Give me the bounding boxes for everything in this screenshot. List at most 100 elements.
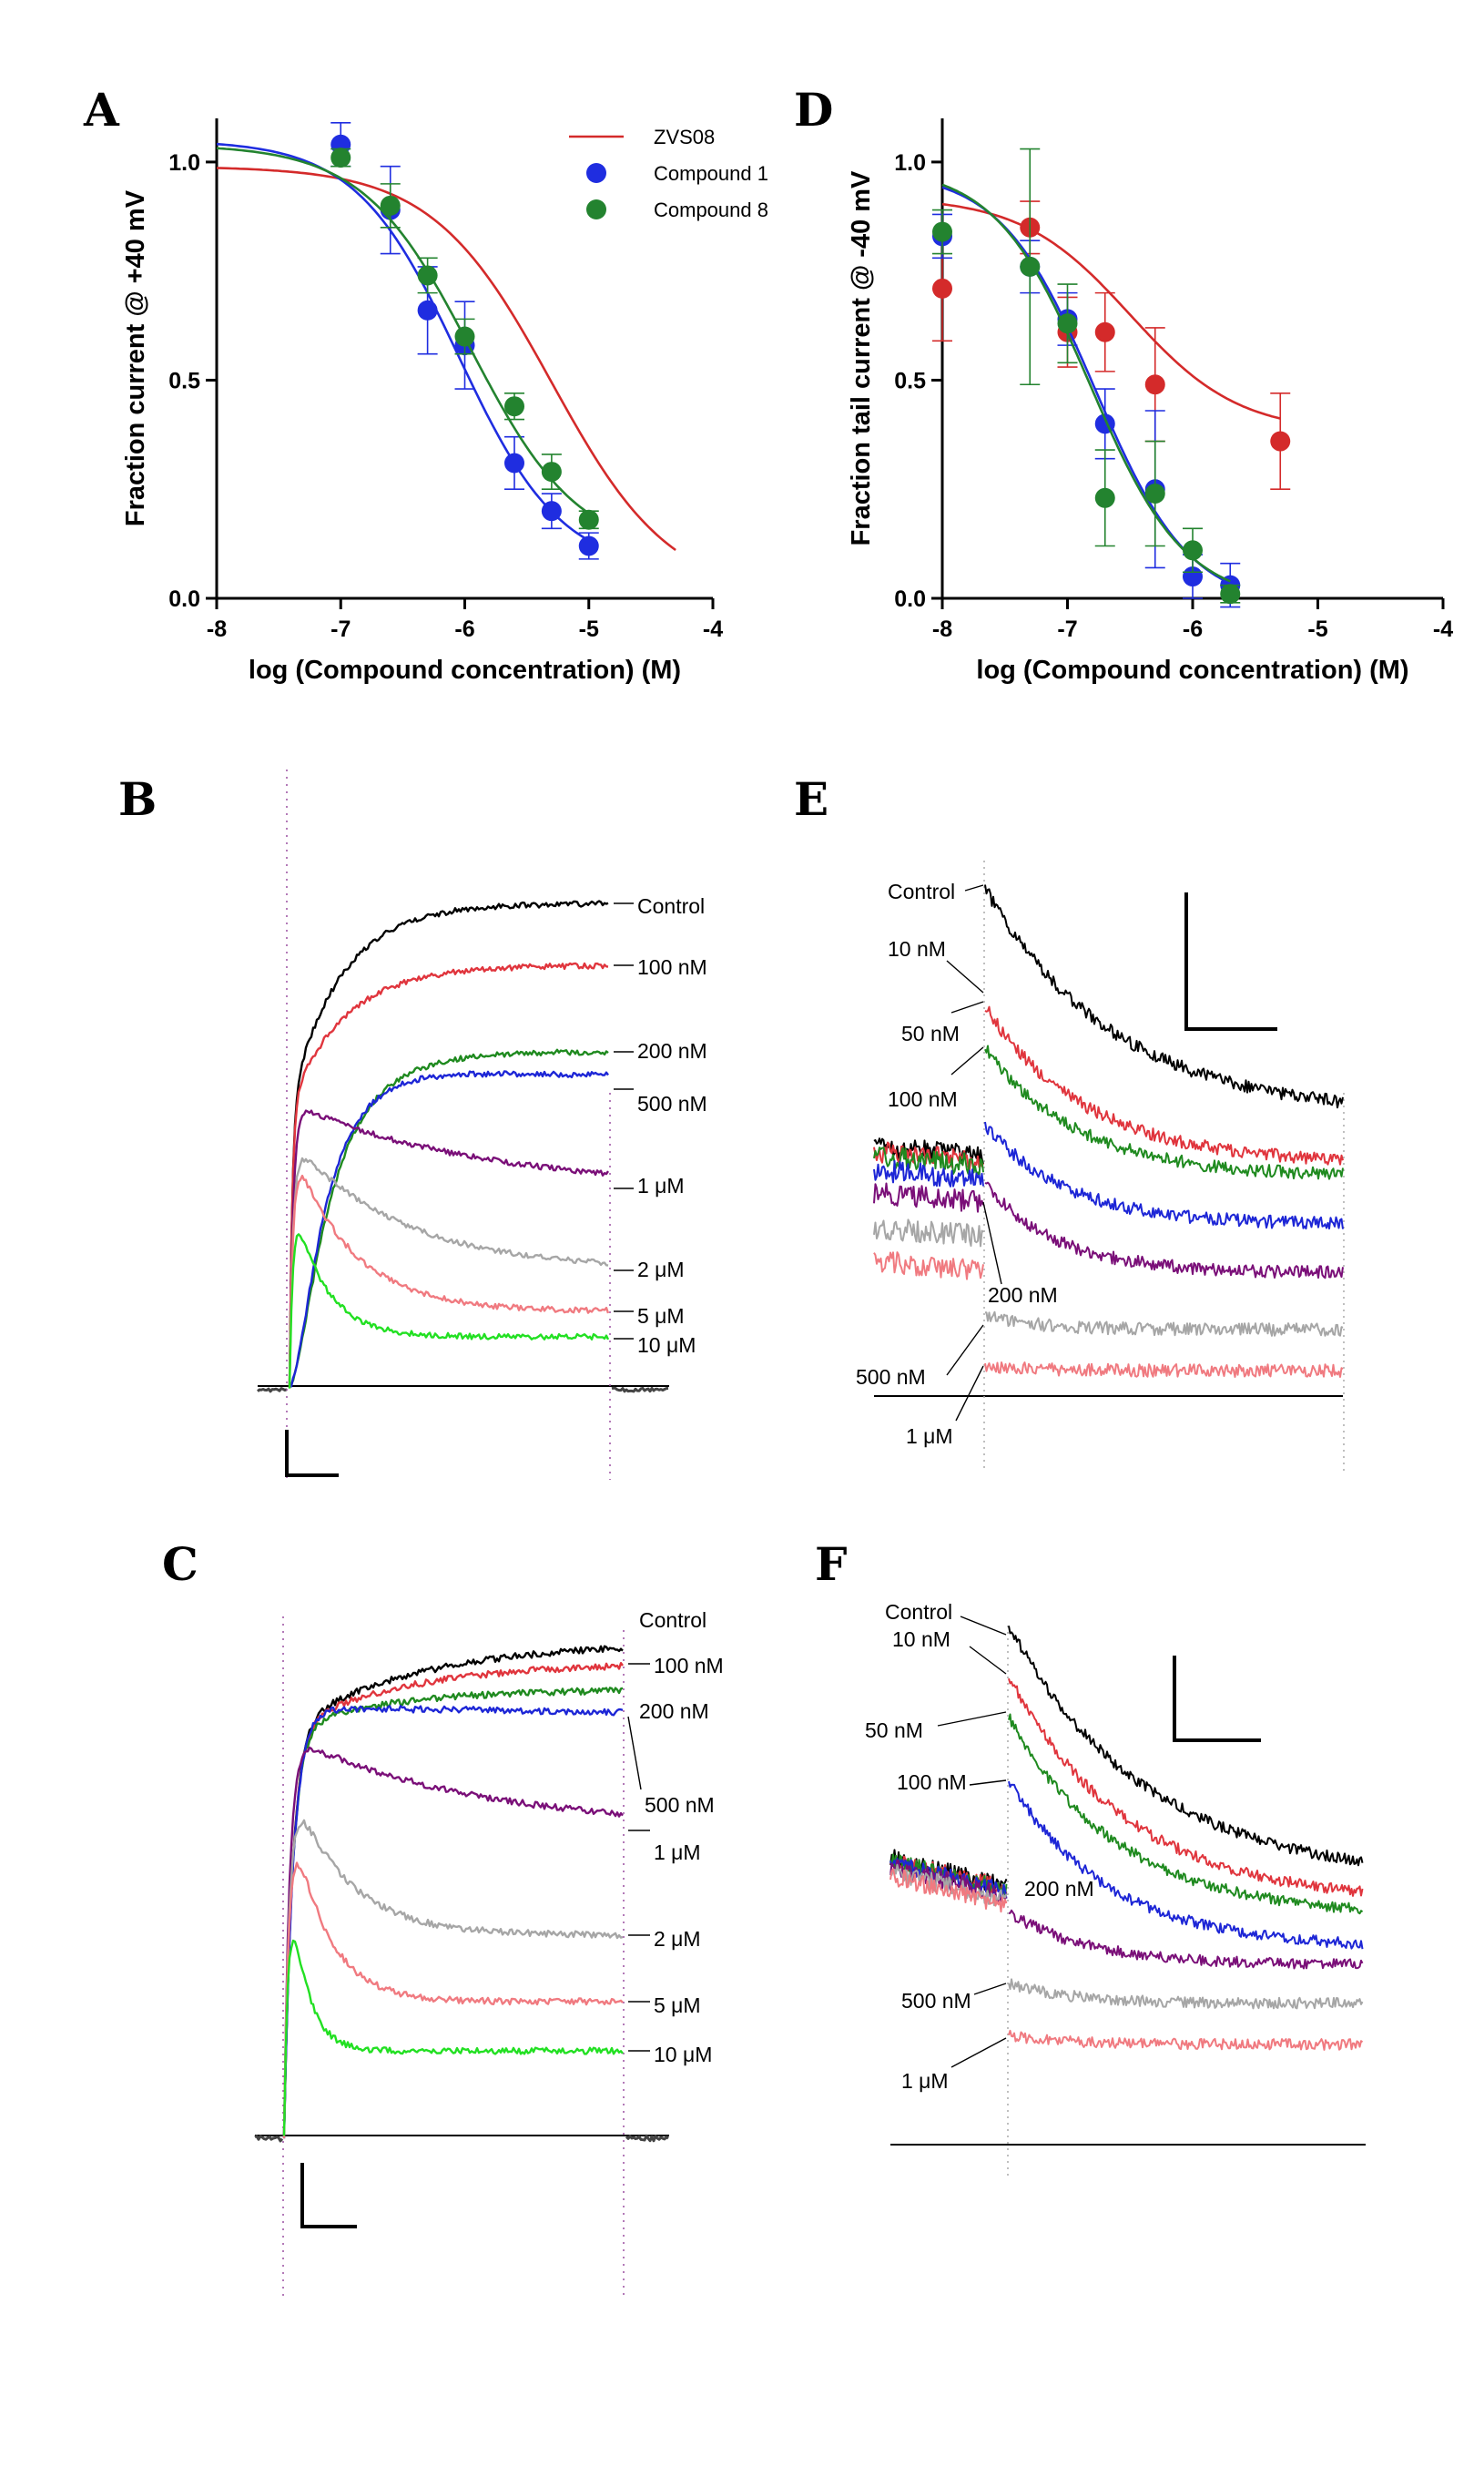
trace-label: 5 μM (654, 1993, 701, 2017)
tail-trace-1-m (1008, 2029, 1364, 2051)
chart-panel-d: -8 -7 -6 -5 -4 0.0 0.5 1.0 log (Compound concent… (847, 118, 1453, 685)
trace-panel-e: Control 10 nM 50 nM 100 nM 200 nM 500 nM 1 μM (856, 861, 1345, 1471)
trace-label-leader (964, 884, 984, 892)
trace-label: 200 nM (637, 1039, 707, 1063)
trace-label: 50 nM (865, 1718, 923, 1742)
data-point-compound-1 (417, 300, 438, 321)
scale-bar (1173, 1656, 1261, 1742)
trace-label: 50 nM (901, 1022, 960, 1045)
x-tick-label: -4 (703, 617, 723, 642)
trace-label-leader (950, 2037, 1007, 2068)
trace-label: 100 nM (654, 1654, 724, 1677)
trace-label-leader (960, 1616, 1007, 1636)
tail-trace-500-nm (984, 1310, 1344, 1337)
trace-label: 10 nM (888, 937, 946, 961)
x-axis-title: log (Compound concentration) (M) (976, 656, 1408, 685)
tail-trace-200-nm (984, 1181, 1344, 1279)
tail-trace-200-nm (1008, 1909, 1364, 1970)
tail-trace-10-nm (1008, 1677, 1364, 1897)
data-point-zvs08 (932, 278, 952, 299)
data-point-zvs08 (1094, 321, 1115, 342)
fit-curve-compound-1 (941, 186, 1231, 585)
trace-label-leader (627, 1716, 642, 1790)
trace-label: 200 nM (988, 1283, 1058, 1307)
trace-label: 100 nM (888, 1087, 958, 1111)
trace-panel-b: Control 100 nM 200 nM 500 nM 1 μM 2 μM 5 μM 10 … (256, 770, 707, 1480)
tail-trace-100-nm (1008, 1780, 1364, 1950)
trace-label: Control (637, 894, 705, 918)
x-tick-label: -5 (579, 617, 599, 642)
trace-label: 10 μM (637, 1333, 696, 1357)
trace-panel-c: Control 100 nM 200 nM 500 nM 1 μM 2 μM 5 μM 10 … (254, 1608, 724, 2299)
trace-label-leader (969, 1646, 1007, 1675)
scale-bar (1184, 892, 1277, 1031)
trace-label: 1 μM (901, 2069, 949, 2093)
current-trace-10-m (282, 1939, 624, 2136)
current-trace-200-nm (289, 1048, 609, 1387)
pre-step-trace-1-m (889, 1868, 1008, 1913)
y-tick-label: 0.0 (894, 586, 926, 612)
x-tick-label: -7 (1057, 617, 1077, 642)
fit-curve-zvs08 (216, 167, 676, 552)
data-point-compound-8 (1020, 256, 1041, 277)
y-tick-label: 0.5 (894, 368, 926, 393)
current-trace-2-m (282, 1819, 624, 2136)
current-trace-5-m (282, 1861, 624, 2139)
trace-panel-f: Control 10 nM 50 nM 100 nM 200 nM 500 nM 1 μM (865, 1600, 1366, 2176)
y-axis-title: Fraction tail current @ -40 mV (847, 170, 876, 545)
current-trace-control (282, 1645, 624, 2137)
trace-label-leader (946, 1324, 984, 1376)
fit-curve-compound-1 (216, 142, 590, 542)
panel-label-f: F (815, 1537, 848, 1591)
legend-swatch-dot (586, 163, 606, 183)
chart-panel-a: -8 -7 -6 -5 -4 0.0 0.5 1.0 log (Compound concent… (121, 118, 768, 685)
panel-label-e: E (794, 772, 828, 826)
trace-label-leader (937, 1711, 1007, 1727)
data-point-compound-8 (578, 509, 599, 530)
data-point-compound-8 (1094, 487, 1115, 508)
legend-swatch-dot (586, 199, 606, 219)
y-tick-label: 0.0 (168, 586, 200, 612)
pre-pulse-baseline (256, 1387, 288, 1393)
trace-label: 500 nM (856, 1365, 926, 1389)
trace-label: 2 μM (637, 1258, 685, 1281)
trace-label: 200 nM (1024, 1877, 1094, 1901)
trace-label-leader (946, 960, 984, 994)
current-trace-500-nm (289, 1070, 609, 1388)
trace-label: 1 μM (637, 1174, 685, 1198)
data-point-compound-8 (541, 462, 562, 483)
tail-trace-control (1008, 1626, 1364, 1867)
data-point-compound-1 (541, 501, 562, 522)
x-tick-label: -6 (454, 617, 474, 642)
tail-trace-100-nm (984, 1121, 1344, 1230)
trace-label-leader (950, 1001, 984, 1014)
post-pulse-baseline (625, 2134, 669, 2143)
scale-bar (285, 1430, 339, 1477)
trace-label-leader (973, 1983, 1007, 1995)
tail-trace-control (984, 884, 1344, 1109)
pre-step-trace-200-nm (873, 1182, 984, 1213)
legend-entry: Compound 1 (654, 162, 768, 185)
scale-bar (300, 2163, 357, 2228)
trace-label: 5 μM (637, 1304, 685, 1328)
current-trace-200-nm (282, 1687, 624, 2135)
tail-trace-50-nm (984, 1045, 1344, 1180)
x-axis-title: log (Compound concentration) (M) (249, 656, 681, 685)
trace-label: 200 nM (639, 1699, 709, 1723)
x-tick-label: -8 (932, 617, 952, 642)
current-trace-500-nm (282, 1705, 624, 2139)
tail-trace-10-nm (984, 1005, 1344, 1166)
trace-label: 2 μM (654, 1927, 701, 1951)
data-point-zvs08 (1144, 374, 1165, 395)
current-trace-100-nm (282, 1661, 624, 2135)
legend-entry: ZVS08 (654, 126, 715, 148)
current-trace-10-m (288, 1233, 610, 1389)
data-point-zvs08 (1270, 431, 1291, 452)
data-point-compound-1 (578, 535, 599, 556)
current-trace-100-nm (288, 962, 609, 1385)
trace-label-leader (982, 1201, 1002, 1285)
trace-label-leader (955, 1365, 984, 1422)
fit-curve-zvs08 (941, 202, 1281, 420)
panel-label-c: C (162, 1537, 198, 1591)
